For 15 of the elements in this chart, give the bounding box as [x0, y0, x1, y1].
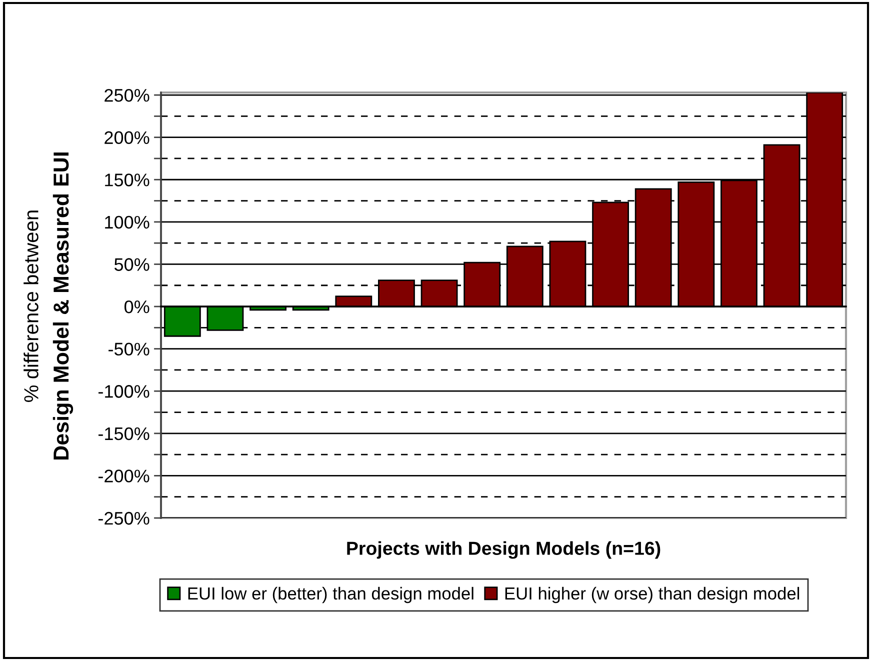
- y-tick-label: 50%: [114, 258, 150, 271]
- y-axis-title: % difference between Design Model & Measured EUI: [24, 152, 74, 460]
- y-tick-label: -250%: [98, 512, 150, 525]
- legend-label: EUI higher (w orse) than design model: [505, 586, 800, 604]
- y-tick-label: 150%: [105, 174, 150, 186]
- y-tick-label: 200%: [104, 131, 150, 144]
- y-tick-label: 250%: [104, 88, 150, 102]
- y-tick-label: -150%: [98, 427, 150, 440]
- y-tick-label: 100%: [105, 216, 150, 229]
- y-tick-label: -50%: [108, 342, 150, 356]
- y-tick-label: -100%: [98, 385, 150, 398]
- x-axis-title: Projects with Design Models (n=16): [347, 541, 660, 559]
- y-tick-label: -200%: [98, 470, 150, 482]
- legend-label: EUI low er (better) than design model: [188, 586, 474, 604]
- y-tick-label: 0%: [124, 300, 150, 314]
